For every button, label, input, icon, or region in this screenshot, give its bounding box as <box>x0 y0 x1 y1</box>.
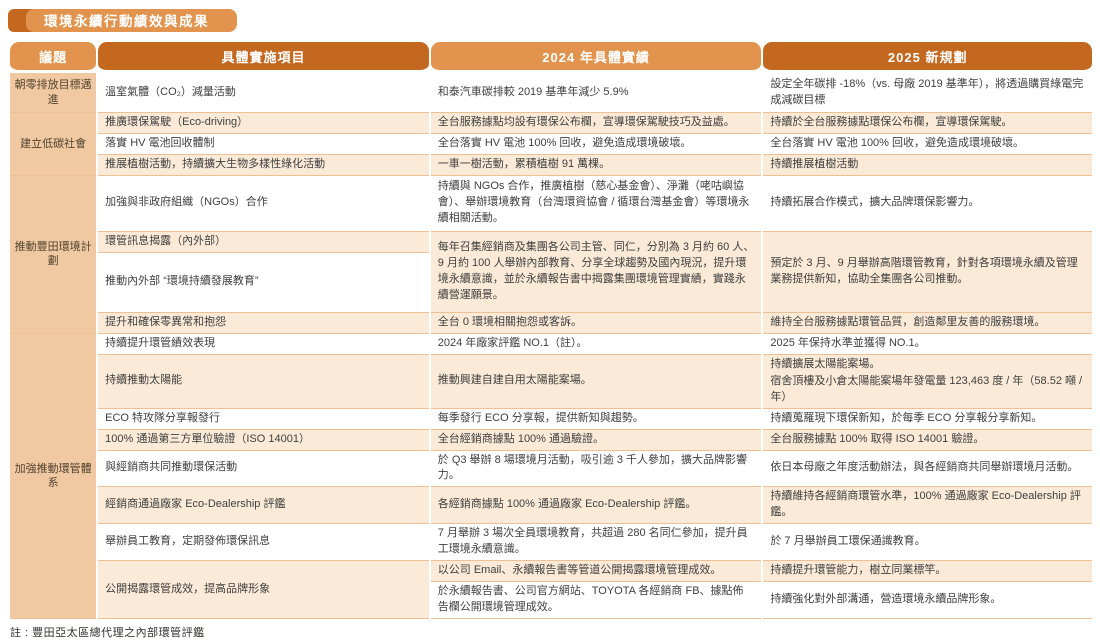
section-title-bar: 環境永續行動績效與成果 <box>8 8 1093 32</box>
table-row: 公開揭露環管成效，提高品牌形象 以公司 Email、永續報告書等管道公開揭露環境… <box>10 561 1092 619</box>
result-2024-cell: 全台落實 HV 電池 100% 回收，避免造成環境破壞。 <box>430 133 762 155</box>
table-row: 100% 通過第三方單位驗證（ISO 14001） 全台經銷商據點 100% 通… <box>10 429 1092 451</box>
table-row: 與經銷商共同推動環保活動 於 Q3 舉辦 8 場環境月活動，吸引逾 3 千人參加… <box>10 450 1092 488</box>
table-row: 落實 HV 電池回收體制 全台落實 HV 電池 100% 回收，避免造成環境破壞… <box>10 133 1092 155</box>
topic-cell: 加強推動環管體系 <box>10 333 97 619</box>
page-title: 環境永續行動績效與成果 <box>26 8 237 32</box>
item-cell: 經銷商通過廠家 Eco-Dealership 評鑑 <box>98 487 429 525</box>
plan-2025-cell: 持續於全台服務據點環保公布欄，宣導環保駕駛。 <box>763 113 1092 134</box>
plan-2025-line: 宿舍頂樓及小倉太陽能案場年發電量 123,463 度 / 年（58.52 噸 /… <box>770 374 1083 403</box>
result-2024-cell: 和泰汽車碳排較 2019 基準年減少 5.9% <box>430 73 762 113</box>
topic-cell: 推動豐田環境計劃 <box>10 175 97 334</box>
item-cell: 公開揭露環管成效，提高品牌形象 <box>98 561 429 619</box>
topic-cell: 朝零排放目標邁進 <box>10 73 97 113</box>
plan-2025-cell: 依日本母廠之年度活動辦法，與各經銷商共同舉辦環境月活動。 <box>763 450 1092 488</box>
item-cell: 推展植樹活動，持續擴大生物多樣性綠化活動 <box>98 154 429 176</box>
item-cell: 溫室氣體（CO₂）減量活動 <box>98 73 429 113</box>
result-2024-cell: 7 月舉辦 3 場次全員環境教育，共超過 280 名同仁參加，提升員工環境永續意… <box>430 524 762 562</box>
table-row: 推展植樹活動，持續擴大生物多樣性綠化活動 一車一樹活動，累積植樹 91 萬棵。 … <box>10 154 1092 176</box>
column-header-item: 具體實施項目 <box>98 42 429 73</box>
plan-2025-cell: 於 7 月舉辦員工環保通識教育。 <box>763 524 1092 562</box>
table-row: ECO 特攻隊分享報發行 每季發行 ECO 分享報，提供新知與趨勢。 持續蒐羅現… <box>10 408 1092 430</box>
plan-2025-cell: 持續強化對外部溝通，營造環境永續品牌形象。 <box>763 582 1092 619</box>
table-row: 持續推動太陽能 推動興建自建自用太陽能案場。 持續擴展太陽能案場。 宿舍頂樓及小… <box>10 354 1092 409</box>
plan-2025-cell: 全台落實 HV 電池 100% 回收，避免造成環境破壞。 <box>763 133 1092 155</box>
item-cell: 提升和確保零異常和抱怨 <box>98 312 429 334</box>
plan-2025-cell: 2025 年保持水準並獲得 NO.1。 <box>763 333 1092 355</box>
plan-2025-cell: 持續擴展太陽能案場。 宿舍頂樓及小倉太陽能案場年發電量 123,463 度 / … <box>763 354 1092 409</box>
result-2024-cell: 一車一樹活動，累積植樹 91 萬棵。 <box>430 154 762 176</box>
result-2024-cell: 2024 年廠家評鑑 NO.1（註）。 <box>430 333 762 355</box>
plan-2025-cell: 全台服務據點 100% 取得 ISO 14001 驗證。 <box>763 429 1092 451</box>
topic-cell: 建立低碳社會 <box>10 113 97 176</box>
table-row: 加強推動環管體系 持續提升環管績效表現 2024 年廠家評鑑 NO.1（註）。 … <box>10 333 1092 619</box>
table-row: 朝零排放目標邁進 溫室氣體（CO₂）減量活動 和泰汽車碳排較 2019 基準年減… <box>10 73 1092 113</box>
table-row: 舉辦員工教育，定期發佈環保訊息 7 月舉辦 3 場次全員環境教育，共超過 280… <box>10 524 1092 562</box>
result-2024-cell: 各經銷商據點 100% 通過廠家 Eco-Dealership 評鑑。 <box>430 487 762 525</box>
plan-2025-cell: 維持全台服務據點環管品質，創造鄰里友善的服務環境。 <box>763 312 1092 334</box>
column-header-2024: 2024 年具體實績 <box>430 42 762 73</box>
result-2024-cell: 於永續報告書、公司官方網站、TOYOTA 各經銷商 FB、據點佈告欄公開環境管理… <box>430 582 762 619</box>
footnote: 註 : 豐田亞太區總代理之內部環管評鑑 <box>10 626 205 639</box>
table-row: 推動內外部 “環境持續發展教育” <box>10 252 1092 313</box>
table-row: 經銷商通過廠家 Eco-Dealership 評鑑 各經銷商據點 100% 通過… <box>10 487 1092 525</box>
table-row: 建立低碳社會 推廣環保駕駛（Eco-driving） 全台服務據點均設有環保公布… <box>10 113 1092 176</box>
item-cell: 推廣環保駕駛（Eco-driving） <box>98 113 429 134</box>
column-header-topic: 議題 <box>10 42 97 73</box>
result-2024-cell: 全台經銷商據點 100% 通過驗證。 <box>430 429 762 451</box>
item-cell: 與經銷商共同推動環保活動 <box>98 450 429 488</box>
result-2024-cell: 於 Q3 舉辦 8 場環境月活動，吸引逾 3 千人參加，擴大品牌影響力。 <box>430 450 762 488</box>
item-cell: 環管訊息揭露（內外部） <box>98 231 429 253</box>
table-row: 推動豐田環境計劃 加強與非政府組織（NGOs）合作 持續與 NGOs 合作，推廣… <box>10 175 1092 334</box>
item-cell: ECO 特攻隊分享報發行 <box>98 408 429 430</box>
item-cell: 持續提升環管績效表現 <box>98 333 429 355</box>
result-2024-cell: 持續與 NGOs 合作，推廣植樹（慈心基金會）、淨灘（咾咕嶼協會）、舉辦環境教育… <box>430 175 762 232</box>
result-2024-cell: 每季發行 ECO 分享報，提供新知與趨勢。 <box>430 408 762 430</box>
plan-2025-cell: 持續推展植樹活動 <box>763 154 1092 176</box>
plan-2025-line: 持續擴展太陽能案場。 <box>770 357 881 370</box>
result-2024-cell: 全台服務據點均設有環保公布欄，宣導環保駕駛技巧及益處。 <box>430 113 762 134</box>
column-header-2025: 2025 新規劃 <box>763 42 1092 73</box>
plan-2025-cell: 持續蒐羅現下環保新知，於每季 ECO 分享報分享新知。 <box>763 408 1092 430</box>
table-row: 提升和確保零異常和抱怨 全台 0 環境相關抱怨或客訴。 維持全台服務據點環管品質… <box>10 312 1092 334</box>
item-cell: 舉辦員工教育，定期發佈環保訊息 <box>98 524 429 562</box>
plan-2025-cell: 持續維持各經銷商環管水準，100% 通過廠家 Eco-Dealership 評鑑… <box>763 487 1092 525</box>
item-cell: 推動內外部 “環境持續發展教育” <box>98 252 429 313</box>
plan-2025-cell: 持續提升環管能力，樹立同業標竿。 <box>763 561 1092 583</box>
plan-2025-cell: 持續拓展合作模式，擴大品牌環保影響力。 <box>763 175 1092 232</box>
result-2024-cell: 推動興建自建自用太陽能案場。 <box>430 354 762 409</box>
result-2024-cell: 每年召集經銷商及集團各公司主管、同仁，分別為 3 月約 60 人、9 月約 10… <box>430 231 762 313</box>
plan-2025-cell: 預定於 3 月、9 月舉辦高階環管教育，針對各項環境永續及管理業務提供新知，協助… <box>763 231 1092 313</box>
item-cell: 持續推動太陽能 <box>98 354 429 409</box>
result-2024-cell: 以公司 Email、永續報告書等管道公開揭露環境管理成效。 <box>430 561 762 583</box>
item-cell: 加強與非政府組織（NGOs）合作 <box>98 175 429 232</box>
table-header-row: 議題 具體實施項目 2024 年具體實績 2025 新規劃 <box>10 42 1092 73</box>
item-cell: 100% 通過第三方單位驗證（ISO 14001） <box>98 429 429 451</box>
result-2024-cell: 全台 0 環境相關抱怨或客訴。 <box>430 312 762 334</box>
table-row: 環管訊息揭露（內外部） 每年召集經銷商及集團各公司主管、同仁，分別為 3 月約 … <box>10 231 1092 313</box>
plan-2025-cell: 設定全年碳排 -18%（vs. 母廠 2019 基準年），將透過購買綠電完成減碳… <box>763 73 1092 113</box>
item-cell: 落實 HV 電池回收體制 <box>98 133 429 155</box>
sustainability-performance-table: 議題 具體實施項目 2024 年具體實績 2025 新規劃 朝零排放目標邁進 溫… <box>8 42 1094 619</box>
